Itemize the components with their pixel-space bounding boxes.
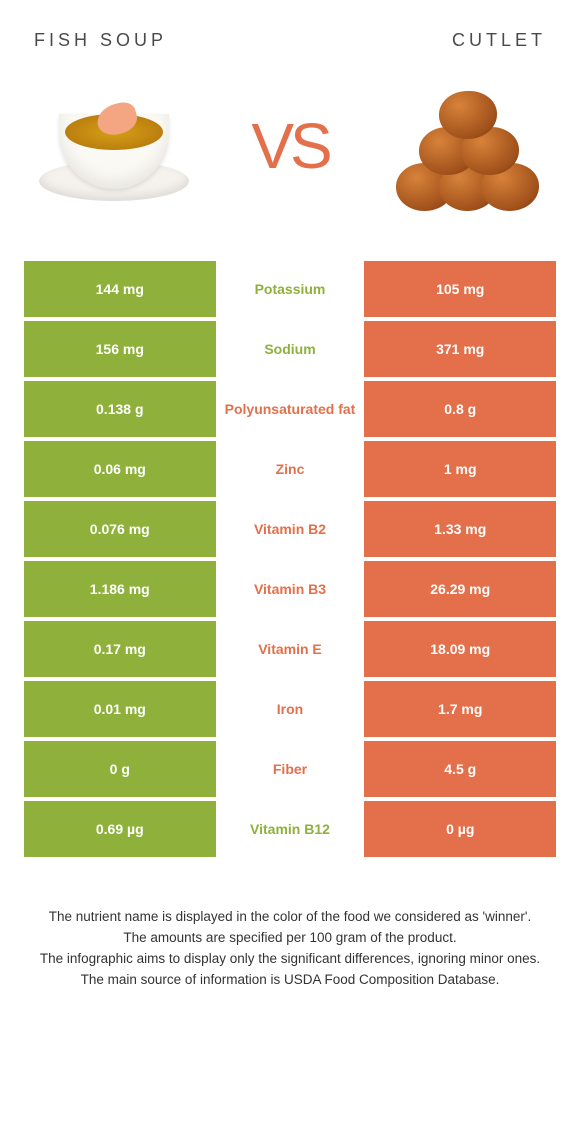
table-row: 0.138 gPolyunsaturated fat0.8 g (24, 381, 556, 437)
nutrient-label: Zinc (216, 441, 365, 497)
value-right: 0 µg (364, 801, 556, 857)
images-row: VS (24, 81, 556, 211)
value-right: 105 mg (364, 261, 556, 317)
value-left: 156 mg (24, 321, 216, 377)
value-left: 144 mg (24, 261, 216, 317)
footnote-line: The main source of information is USDA F… (32, 970, 548, 991)
value-left: 0.01 mg (24, 681, 216, 737)
value-right: 4.5 g (364, 741, 556, 797)
nutrient-label: Polyunsaturated fat (216, 381, 365, 437)
comparison-table: 144 mgPotassium105 mg156 mgSodium371 mg0… (24, 261, 556, 857)
nutrient-label: Potassium (216, 261, 365, 317)
nutrient-label: Vitamin E (216, 621, 365, 677)
table-row: 0.01 mgIron1.7 mg (24, 681, 556, 737)
nutrient-label: Sodium (216, 321, 365, 377)
nutrient-label: Vitamin B2 (216, 501, 365, 557)
header: Fish soup Cutlet (24, 30, 556, 51)
food-image-right (386, 81, 546, 211)
food-image-left (34, 81, 194, 211)
value-right: 371 mg (364, 321, 556, 377)
table-row: 144 mgPotassium105 mg (24, 261, 556, 317)
value-right: 1 mg (364, 441, 556, 497)
value-left: 0.076 mg (24, 501, 216, 557)
value-right: 26.29 mg (364, 561, 556, 617)
table-row: 0.06 mgZinc1 mg (24, 441, 556, 497)
value-left: 0.17 mg (24, 621, 216, 677)
table-row: 0 gFiber4.5 g (24, 741, 556, 797)
table-row: 0.69 µgVitamin B120 µg (24, 801, 556, 857)
title-left: Fish soup (34, 30, 167, 51)
nutrient-label: Iron (216, 681, 365, 737)
table-row: 156 mgSodium371 mg (24, 321, 556, 377)
value-right: 1.7 mg (364, 681, 556, 737)
table-row: 1.186 mgVitamin B326.29 mg (24, 561, 556, 617)
nutrient-label: Fiber (216, 741, 365, 797)
value-left: 0.69 µg (24, 801, 216, 857)
footnotes: The nutrient name is displayed in the co… (24, 907, 556, 991)
table-row: 0.17 mgVitamin E18.09 mg (24, 621, 556, 677)
footnote-line: The amounts are specified per 100 gram o… (32, 928, 548, 949)
value-left: 1.186 mg (24, 561, 216, 617)
nutrient-label: Vitamin B3 (216, 561, 365, 617)
vs-label: VS (251, 109, 328, 183)
footnote-line: The nutrient name is displayed in the co… (32, 907, 548, 928)
table-row: 0.076 mgVitamin B21.33 mg (24, 501, 556, 557)
value-left: 0.138 g (24, 381, 216, 437)
value-right: 18.09 mg (364, 621, 556, 677)
footnote-line: The infographic aims to display only the… (32, 949, 548, 970)
value-right: 0.8 g (364, 381, 556, 437)
title-right: Cutlet (452, 30, 546, 51)
value-left: 0.06 mg (24, 441, 216, 497)
value-right: 1.33 mg (364, 501, 556, 557)
nutrient-label: Vitamin B12 (216, 801, 365, 857)
value-left: 0 g (24, 741, 216, 797)
